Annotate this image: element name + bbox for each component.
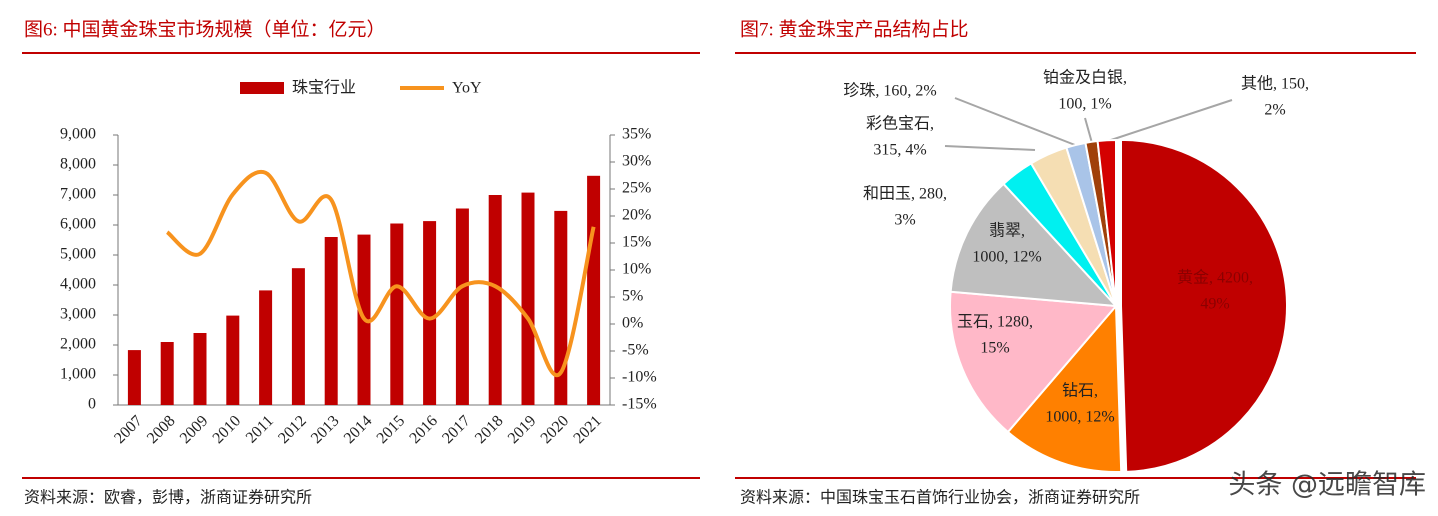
bar (455, 208, 469, 405)
bar (291, 268, 305, 405)
slice-label: 315, 4% (873, 142, 926, 159)
bar (160, 342, 174, 405)
x-tick-label: 2010 (210, 412, 245, 447)
source-note: 资料来源：欧睿，彭博，浙商证券研究所 (24, 489, 312, 507)
x-tick-label: 2012 (275, 412, 310, 447)
slice-label: 49% (1200, 296, 1229, 313)
slice-label: 3% (894, 212, 915, 229)
bar (127, 350, 141, 405)
bar (587, 175, 601, 405)
x-tick-label: 2009 (177, 412, 212, 447)
x-tick-label: 2011 (243, 412, 277, 446)
watermark: 头条 @远瞻智库 (1228, 470, 1426, 501)
bar (554, 210, 568, 405)
x-tick-label: 2021 (570, 412, 605, 447)
bar (423, 221, 437, 405)
y-tick-label: 8,000 (60, 156, 96, 173)
bar (193, 333, 207, 405)
slice-label: 100, 1% (1058, 96, 1111, 113)
legend-label: 珠宝行业 (292, 79, 356, 97)
slice-label: 珍珠, 160, 2% (843, 82, 936, 100)
slice-label: 黄金, 4200, (1177, 269, 1253, 287)
y-tick-label: 7,000 (60, 186, 96, 203)
bar (488, 195, 502, 405)
leader-line (944, 145, 1036, 151)
y2-tick-label: -15% (622, 396, 657, 413)
chart-title: 图7: 黄金珠宝产品结构占比 (740, 18, 969, 40)
slice-label: 翡翠, (989, 222, 1025, 240)
y-tick-label: 5,000 (60, 246, 96, 263)
slice-label: 和田玉, 280, (863, 185, 947, 203)
y-tick-label: 0 (88, 396, 96, 413)
slice-label: 1000, 12% (972, 249, 1041, 266)
y-tick-label: 4,000 (60, 276, 96, 293)
leader-lines (944, 97, 1233, 151)
x-tick-label: 2019 (505, 412, 540, 447)
leader-line (954, 97, 1076, 146)
y2-tick-label: 15% (622, 234, 651, 251)
leader-line (1104, 99, 1233, 143)
y-tick-label: 1,000 (60, 366, 96, 383)
slice-label: 铂金及白银, (1043, 69, 1127, 87)
slice-label: 玉石, 1280, (957, 314, 1033, 331)
y2-tick-label: 30% (622, 153, 651, 170)
y-tick-label: 9,000 (60, 126, 96, 143)
chart-title: 图6: 中国黄金珠宝市场规模（单位：亿元） (24, 18, 386, 40)
x-tick-label: 2013 (308, 412, 343, 447)
slice-label: 其他, 150, (1241, 75, 1309, 93)
leader-line (1084, 117, 1093, 144)
bar (259, 290, 273, 405)
slice-label: 1000, 12% (1045, 409, 1114, 426)
x-tick-label: 2008 (144, 412, 179, 447)
y2-tick-label: 0% (622, 315, 643, 332)
y2-tick-label: -5% (622, 342, 649, 359)
bar (521, 192, 535, 405)
bar (390, 223, 404, 405)
x-tick-label: 2018 (472, 412, 507, 447)
bar (226, 315, 240, 405)
y2-tick-label: 35% (622, 126, 651, 143)
y2-tick-label: -10% (622, 369, 657, 386)
legend-swatch (240, 82, 284, 94)
x-tick-label: 2007 (111, 412, 146, 447)
y-tick-label: 3,000 (60, 306, 96, 323)
pie-slice (1120, 138, 1288, 473)
x-tick-label: 2017 (439, 412, 474, 447)
bar (324, 237, 338, 405)
x-tick-label: 2016 (406, 412, 441, 447)
y2-tick-label: 20% (622, 207, 651, 224)
y2-tick-label: 10% (622, 261, 651, 278)
x-tick-label: 2014 (341, 412, 376, 447)
y-tick-label: 2,000 (60, 336, 96, 353)
line-series (165, 169, 596, 378)
pie-slice (1006, 303, 1123, 473)
x-tick-label: 2020 (538, 412, 573, 447)
pie-slice (949, 290, 1119, 434)
slice-label: 钻石, (1062, 382, 1098, 400)
y2-tick-label: 25% (622, 180, 651, 197)
slice-label: 彩色宝石, (866, 115, 934, 133)
slice-label: 15% (980, 340, 1009, 357)
legend-label: YoY (452, 80, 482, 97)
pie-slice (949, 182, 1119, 308)
slice-label: 2% (1264, 102, 1285, 119)
y2-tick-label: 5% (622, 288, 643, 305)
pie-slice (1096, 138, 1117, 307)
x-tick-label: 2015 (374, 412, 409, 447)
source-note: 资料来源：中国珠宝玉石首饰行业协会，浙商证券研究所 (740, 489, 1140, 507)
y-tick-label: 6,000 (60, 216, 96, 233)
